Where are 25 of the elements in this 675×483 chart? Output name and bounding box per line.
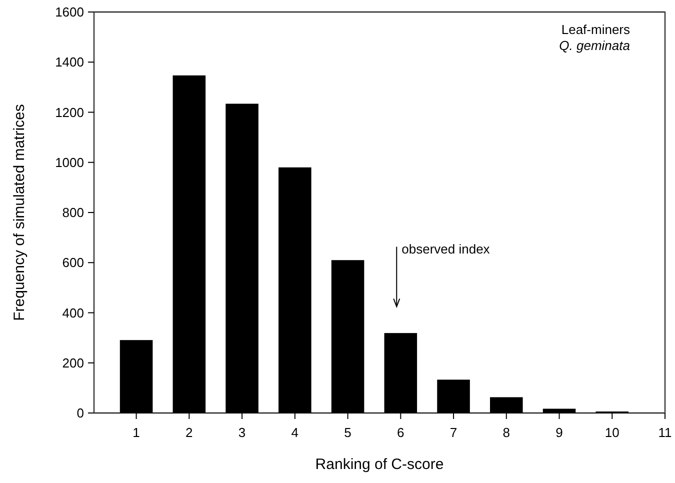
x-tick-label: 3 xyxy=(238,425,246,440)
x-tick-label: 9 xyxy=(556,425,563,440)
x-tick-label: 6 xyxy=(397,425,404,440)
x-tick-label: 5 xyxy=(344,425,352,440)
x-tick-label: 7 xyxy=(450,425,458,440)
y-tick-label: 1000 xyxy=(55,154,84,170)
x-tick-label: 2 xyxy=(186,425,193,440)
y-tick-label: 600 xyxy=(62,255,84,270)
annotation: Leaf-miners xyxy=(561,22,630,37)
x-tick-label: 1 xyxy=(132,425,140,440)
y-tick-label: 800 xyxy=(62,205,84,220)
annotation: Q. geminata xyxy=(559,38,630,53)
y-tick-label: 1200 xyxy=(55,104,84,120)
x-axis-title: Ranking of C-score xyxy=(315,456,444,473)
y-tick-label: 200 xyxy=(62,355,84,370)
y-tick-label: 400 xyxy=(62,305,84,320)
x-tick-label: 4 xyxy=(291,425,299,440)
x-tick-label: 10 xyxy=(604,425,620,440)
y-tick-label: 1600 xyxy=(55,4,84,20)
y-tick-label: 1400 xyxy=(55,54,84,70)
annotation: observed index xyxy=(402,242,490,257)
x-tick-label: 11 xyxy=(658,425,672,440)
y-tick-label: 0 xyxy=(76,406,84,421)
x-tick-label: 8 xyxy=(502,425,510,440)
y-axis-title: Frequency of simulated matrices xyxy=(11,104,28,321)
